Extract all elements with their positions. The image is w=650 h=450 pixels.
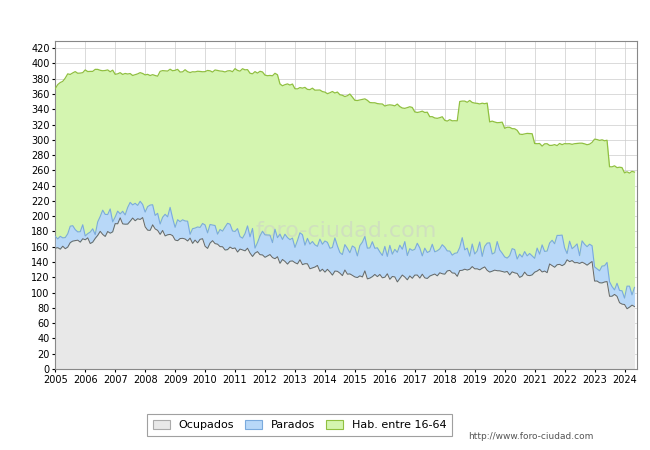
Text: http://www.foro-ciudad.com: http://www.foro-ciudad.com (468, 432, 593, 441)
Text: foro-ciudad.com: foro-ciudad.com (255, 221, 437, 241)
Legend: Ocupados, Parados, Hab. entre 16-64: Ocupados, Parados, Hab. entre 16-64 (148, 414, 452, 436)
Text: Vinaixa - Evolucion de la poblacion en edad de Trabajar Mayo de 2024: Vinaixa - Evolucion de la poblacion en e… (90, 10, 560, 23)
